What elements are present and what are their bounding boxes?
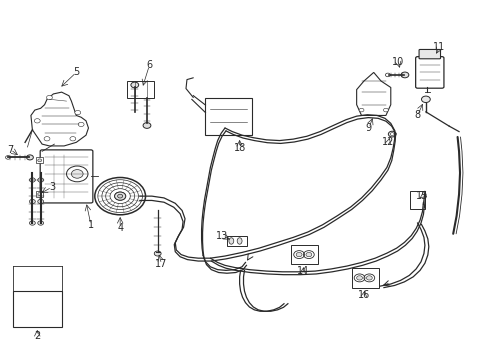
Text: 13: 13 xyxy=(216,231,228,240)
Circle shape xyxy=(421,96,429,103)
FancyBboxPatch shape xyxy=(40,150,93,203)
Circle shape xyxy=(38,199,43,204)
Circle shape xyxy=(389,133,393,135)
Circle shape xyxy=(38,178,43,182)
Text: 18: 18 xyxy=(233,143,245,153)
Text: 12: 12 xyxy=(382,138,394,147)
Ellipse shape xyxy=(228,238,233,244)
Text: 1: 1 xyxy=(88,220,94,230)
Circle shape xyxy=(38,221,43,225)
Circle shape xyxy=(114,192,125,200)
Polygon shape xyxy=(31,92,88,146)
Bar xyxy=(227,235,246,246)
Bar xyxy=(205,98,251,135)
Ellipse shape xyxy=(237,238,242,244)
Circle shape xyxy=(385,73,389,77)
Text: 2: 2 xyxy=(34,331,41,341)
Circle shape xyxy=(46,95,52,100)
Bar xyxy=(13,291,61,327)
Circle shape xyxy=(38,193,41,195)
Circle shape xyxy=(5,156,10,159)
Circle shape xyxy=(358,108,363,112)
Text: 14: 14 xyxy=(296,266,308,276)
Circle shape xyxy=(305,252,311,257)
Text: 6: 6 xyxy=(146,60,152,70)
Circle shape xyxy=(66,166,88,182)
Circle shape xyxy=(44,136,50,141)
Text: 11: 11 xyxy=(432,42,445,52)
Bar xyxy=(127,81,154,98)
FancyBboxPatch shape xyxy=(418,49,440,59)
Circle shape xyxy=(366,276,371,280)
Circle shape xyxy=(296,252,302,257)
Circle shape xyxy=(29,221,35,225)
Circle shape xyxy=(154,251,161,256)
Circle shape xyxy=(29,178,35,182)
Bar xyxy=(36,157,43,163)
Text: 3: 3 xyxy=(49,182,55,192)
Circle shape xyxy=(118,194,122,198)
Circle shape xyxy=(34,119,40,123)
Text: 10: 10 xyxy=(391,57,404,67)
Text: 17: 17 xyxy=(155,259,167,269)
Text: 7: 7 xyxy=(7,144,14,154)
Circle shape xyxy=(71,170,83,178)
Circle shape xyxy=(75,111,81,115)
Circle shape xyxy=(29,199,35,204)
Circle shape xyxy=(95,177,145,215)
Circle shape xyxy=(131,82,139,88)
Circle shape xyxy=(38,159,41,162)
Circle shape xyxy=(400,72,408,78)
Circle shape xyxy=(26,155,33,160)
Bar xyxy=(36,191,43,197)
Bar xyxy=(409,191,424,209)
Text: 15: 15 xyxy=(415,191,428,201)
Text: 4: 4 xyxy=(117,224,123,233)
Circle shape xyxy=(70,136,76,141)
Circle shape xyxy=(356,276,362,280)
Text: 9: 9 xyxy=(365,123,371,133)
Polygon shape xyxy=(356,72,390,116)
Bar xyxy=(290,244,317,264)
Text: 5: 5 xyxy=(73,67,79,77)
Bar xyxy=(351,268,378,288)
Text: 16: 16 xyxy=(357,291,369,301)
Text: 8: 8 xyxy=(414,111,420,121)
Circle shape xyxy=(387,131,395,137)
Circle shape xyxy=(383,108,387,112)
Circle shape xyxy=(78,122,84,127)
FancyBboxPatch shape xyxy=(415,57,443,88)
Circle shape xyxy=(143,123,151,129)
